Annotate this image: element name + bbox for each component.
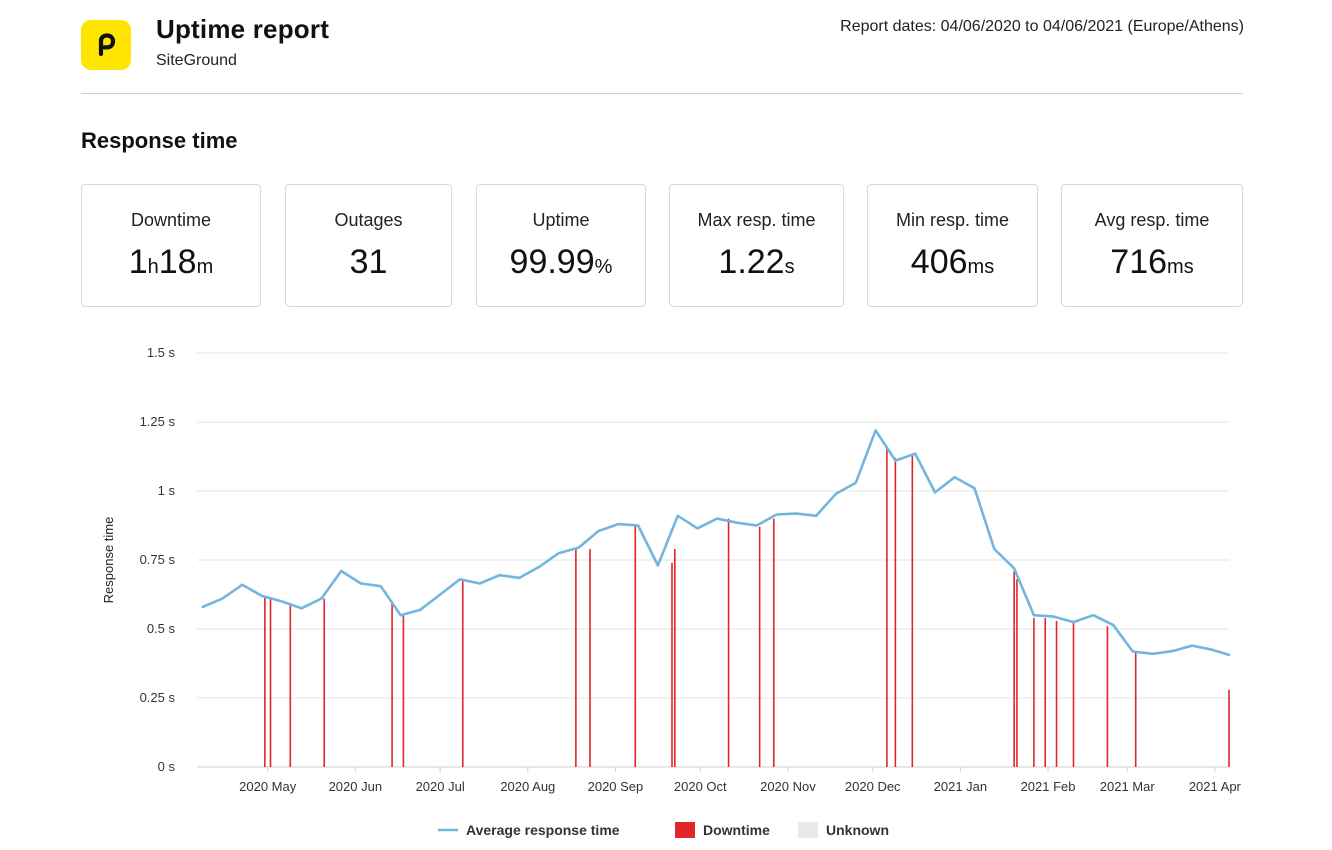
legend-label: Average response time bbox=[466, 822, 620, 838]
y-tick-label: 1.25 s bbox=[140, 414, 176, 429]
legend-box-swatch bbox=[798, 822, 818, 838]
x-tick-label: 2020 Nov bbox=[760, 779, 816, 794]
stat-label: Avg resp. time bbox=[1094, 210, 1210, 230]
stat-number: 31 bbox=[349, 243, 388, 281]
x-tick-label: 2020 Oct bbox=[674, 779, 727, 794]
stat-unit: % bbox=[594, 256, 613, 278]
header-divider bbox=[81, 93, 1243, 94]
legend-label: Downtime bbox=[703, 822, 770, 838]
stat-card-max-resp: Max resp. time 1.22s bbox=[669, 184, 844, 307]
section-title: Response time bbox=[81, 128, 238, 153]
stat-unit: ms bbox=[967, 256, 995, 278]
y-tick-label: 1.5 s bbox=[147, 345, 176, 360]
y-tick-label: 0 s bbox=[158, 759, 176, 774]
report-dates: Report dates: 04/06/2020 to 04/06/2021 (… bbox=[840, 18, 1244, 35]
x-tick-label: 2020 Jul bbox=[416, 779, 465, 794]
legend-label: Unknown bbox=[826, 822, 889, 838]
stat-card-downtime: Downtime 1h18m bbox=[81, 184, 261, 307]
stat-card-avg-resp: Avg resp. time 716ms bbox=[1061, 184, 1243, 307]
legend-box-swatch bbox=[675, 822, 695, 838]
stat-card-outages: Outages 31 bbox=[285, 184, 452, 307]
stat-unit: ms bbox=[1167, 256, 1194, 278]
stat-value: 99.99% bbox=[477, 243, 645, 282]
x-tick-label: 2020 May bbox=[239, 779, 297, 794]
y-tick-label: 0.75 s bbox=[140, 552, 176, 567]
stat-card-uptime: Uptime 99.99% bbox=[476, 184, 646, 307]
x-tick-label: 2021 Feb bbox=[1021, 779, 1076, 794]
stat-unit: h bbox=[147, 256, 159, 278]
x-tick-label: 2020 Sep bbox=[588, 779, 644, 794]
stat-value: 31 bbox=[286, 243, 451, 282]
x-tick-label: 2021 Mar bbox=[1100, 779, 1156, 794]
stat-label: Max resp. time bbox=[697, 210, 816, 230]
stat-label: Outages bbox=[334, 210, 403, 230]
x-tick-label: 2020 Jun bbox=[329, 779, 383, 794]
site-name: SiteGround bbox=[156, 52, 237, 69]
stat-value: 406ms bbox=[868, 243, 1037, 282]
stat-number: 18 bbox=[158, 243, 197, 281]
stat-label: Uptime bbox=[532, 210, 590, 230]
stat-label: Downtime bbox=[130, 210, 212, 230]
stat-value: 1h18m bbox=[82, 243, 260, 282]
stat-number: 99.99 bbox=[509, 243, 595, 281]
stat-unit: m bbox=[196, 256, 214, 278]
response-time-chart: 0 s 0.25 s 0.5 s 0.75 s 1 s 1.25 s 1.5 s 2020 … bbox=[101, 345, 1242, 838]
stat-value: 1.22s bbox=[670, 243, 843, 282]
stat-card-min-resp: Min resp. time 406ms bbox=[867, 184, 1038, 307]
pingdom-logo bbox=[81, 20, 131, 70]
stat-number: 1.22 bbox=[718, 243, 785, 281]
stat-number: 1 bbox=[128, 243, 148, 281]
x-tick-label: 2020 Dec bbox=[845, 779, 901, 794]
stat-number: 406 bbox=[910, 243, 968, 281]
x-tick-label: 2021 Apr bbox=[1189, 779, 1242, 794]
x-tick-label: 2021 Jan bbox=[934, 779, 988, 794]
stat-unit: s bbox=[784, 256, 795, 278]
y-tick-label: 0.5 s bbox=[147, 621, 176, 636]
stat-label: Min resp. time bbox=[895, 210, 1010, 230]
stat-value: 716ms bbox=[1062, 243, 1242, 282]
y-tick-label: 1 s bbox=[158, 483, 176, 498]
series-line-average-response-time bbox=[201, 428, 1231, 657]
stat-number: 716 bbox=[1110, 243, 1168, 281]
y-axis-label: Response time bbox=[101, 517, 116, 604]
pingdom-p-icon bbox=[98, 33, 116, 57]
x-tick-label: 2020 Aug bbox=[500, 779, 555, 794]
report-title: Uptime report bbox=[156, 14, 330, 44]
y-tick-label: 0.25 s bbox=[140, 690, 176, 705]
